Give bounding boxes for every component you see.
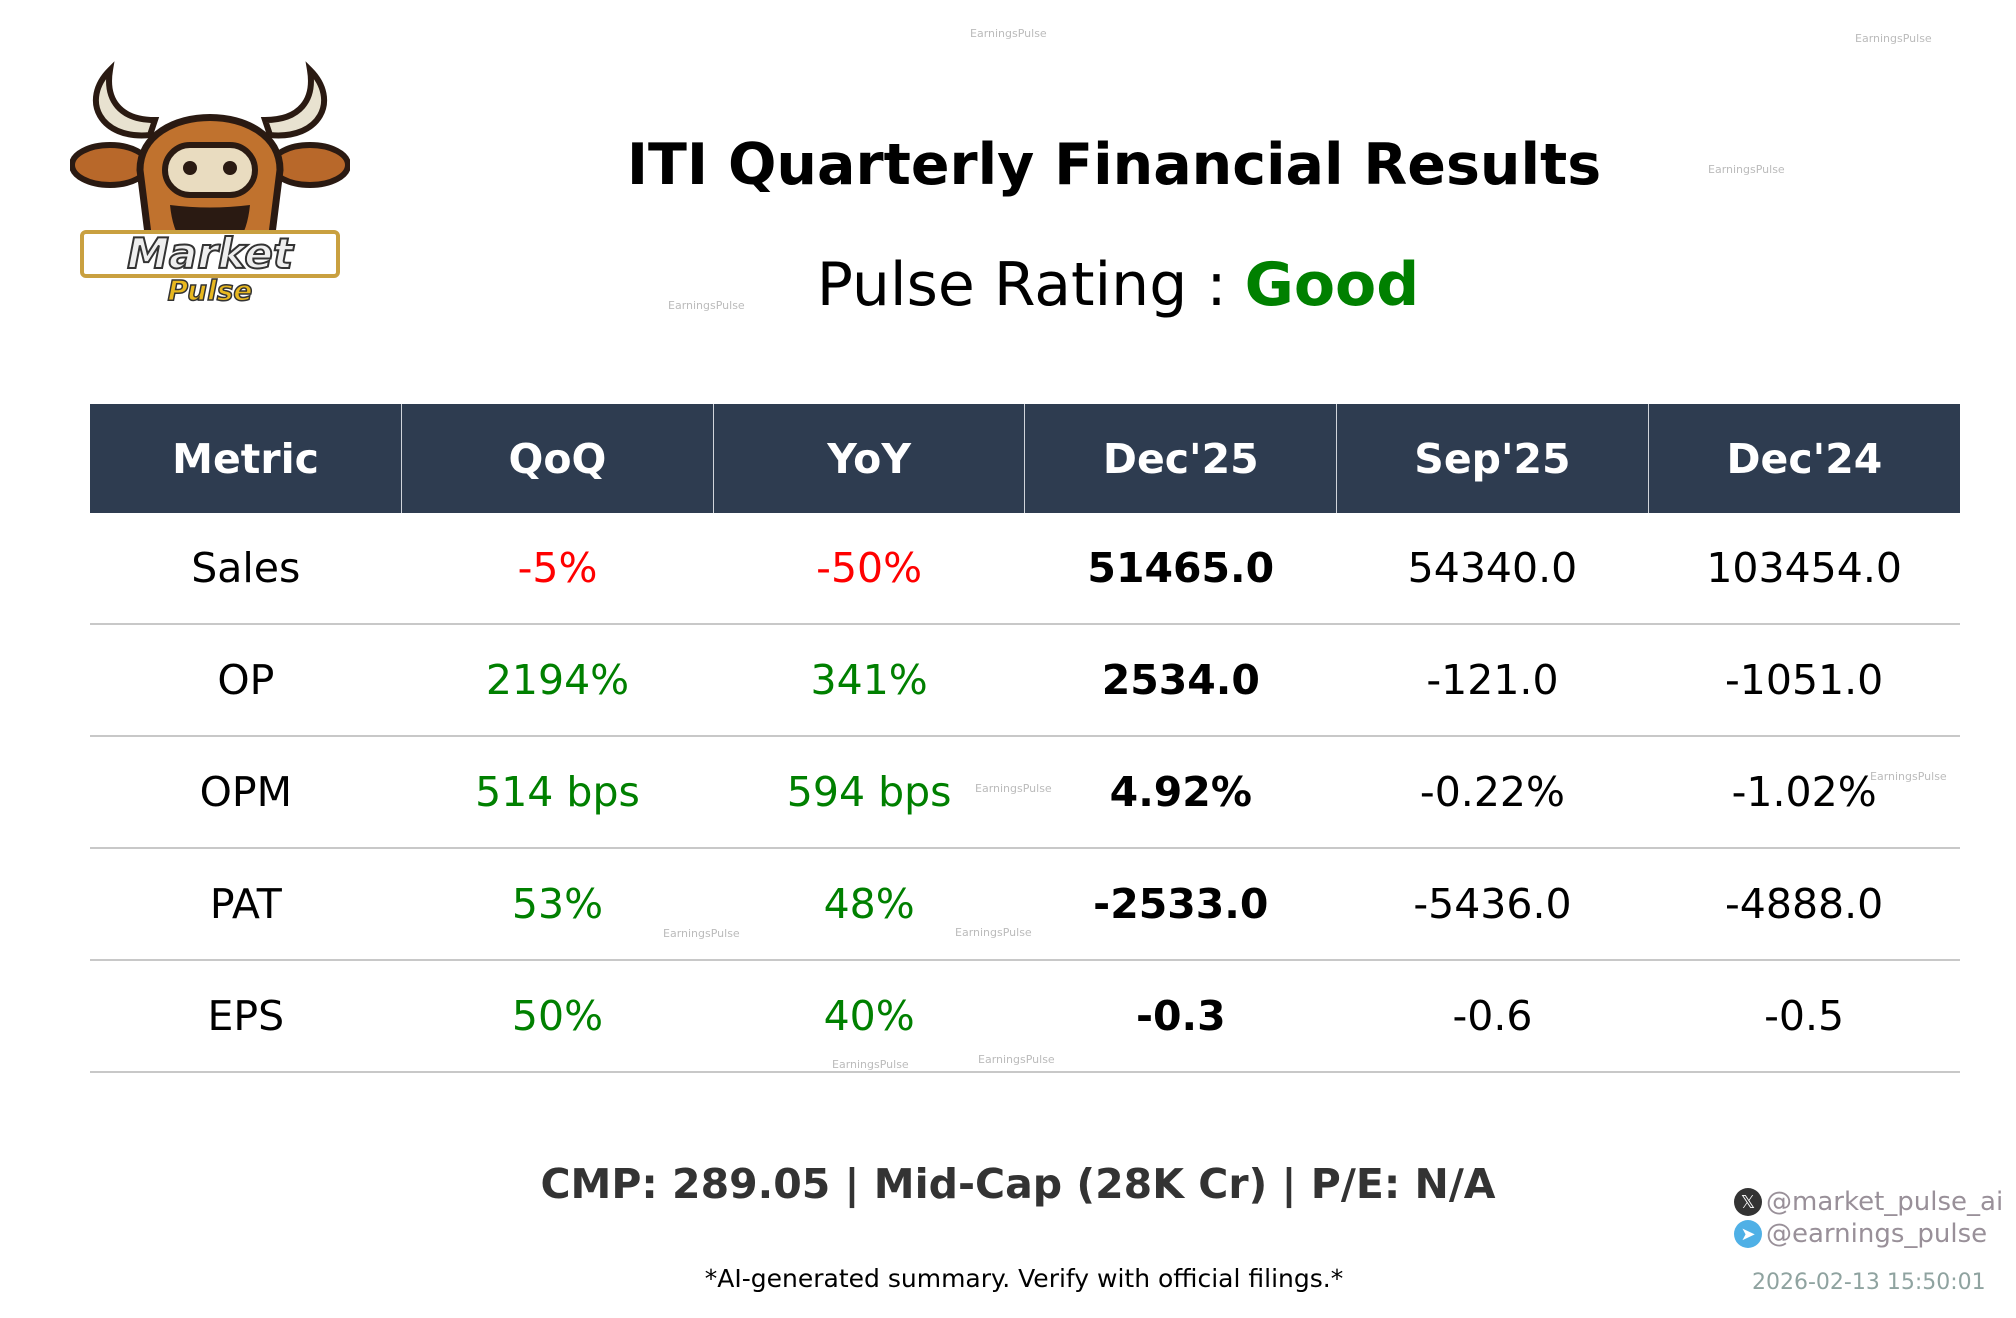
watermark: EarningsPulse — [978, 1053, 1055, 1066]
column-header: QoQ — [401, 404, 714, 513]
cmp-summary: CMP: 289.05 | Mid-Cap (28K Cr) | P/E: N/… — [540, 1160, 1496, 1208]
qoq-cell: 50% — [401, 960, 714, 1073]
svg-text:Market: Market — [127, 229, 295, 278]
previous-quarter-cell: -0.6 — [1336, 960, 1649, 1073]
watermark: EarningsPulse — [970, 27, 1047, 40]
qoq-cell: 514 bps — [401, 736, 714, 849]
pulse-rating-value: Good — [1244, 250, 1420, 320]
watermark: EarningsPulse — [1870, 770, 1947, 783]
telegram-handle[interactable]: ➤ @earnings_pulse — [1734, 1219, 1987, 1249]
svg-text:Pulse: Pulse — [168, 274, 253, 307]
telegram-handle-text: @earnings_pulse — [1766, 1219, 1988, 1249]
table-row: OPM 514 bps 594 bps 4.92% -0.22% -1.02% — [90, 736, 1960, 849]
metric-cell: OP — [90, 624, 402, 737]
previous-quarter-cell: -0.22% — [1336, 736, 1649, 849]
page-title: ITI Quarterly Financial Results — [626, 132, 1602, 198]
x-twitter-icon: 𝕏 — [1734, 1188, 1762, 1216]
watermark: EarningsPulse — [975, 782, 1052, 795]
year-ago-quarter-cell: -4888.0 — [1648, 848, 1960, 961]
yoy-cell: 48% — [713, 848, 1025, 961]
previous-quarter-cell: 54340.0 — [1336, 513, 1649, 625]
disclaimer: *AI-generated summary. Verify with offic… — [704, 1264, 1344, 1293]
watermark: EarningsPulse — [663, 927, 740, 940]
current-quarter-cell: -0.3 — [1024, 960, 1337, 1073]
table-row: OP 2194% 341% 2534.0 -121.0 -1051.0 — [90, 624, 1960, 737]
qoq-cell: 53% — [401, 848, 714, 961]
watermark: EarningsPulse — [1855, 32, 1932, 45]
current-quarter-cell: 51465.0 — [1024, 513, 1337, 625]
metric-cell: OPM — [90, 736, 402, 849]
timestamp: 2026-02-13 15:50:01 — [1752, 1270, 1986, 1295]
metric-cell: PAT — [90, 848, 402, 961]
previous-quarter-cell: -5436.0 — [1336, 848, 1649, 961]
table-row: PAT 53% 48% -2533.0 -5436.0 -4888.0 — [90, 848, 1960, 961]
year-ago-quarter-cell: -1051.0 — [1648, 624, 1960, 737]
table-header-row: Metric QoQ YoY Dec'25 Sep'25 Dec'24 — [90, 404, 1960, 513]
twitter-handle[interactable]: 𝕏 @market_pulse_ai — [1734, 1187, 2003, 1217]
year-ago-quarter-cell: -0.5 — [1648, 960, 1960, 1073]
column-header: Metric — [90, 404, 402, 513]
current-quarter-cell: -2533.0 — [1024, 848, 1337, 961]
qoq-cell: -5% — [401, 513, 714, 625]
qoq-cell: 2194% — [401, 624, 714, 737]
table-row: Sales -5% -50% 51465.0 54340.0 103454.0 — [90, 513, 1960, 625]
metric-cell: EPS — [90, 960, 402, 1073]
year-ago-quarter-cell: 103454.0 — [1648, 513, 1960, 625]
pulse-rating-label: Pulse Rating : — [816, 250, 1227, 320]
column-header: Dec'25 — [1024, 404, 1337, 513]
yoy-cell: 40% — [713, 960, 1025, 1073]
twitter-handle-text: @market_pulse_ai — [1766, 1187, 2004, 1217]
column-header: Dec'24 — [1647, 404, 1960, 513]
year-ago-quarter-cell: -1.02% — [1648, 736, 1960, 849]
yoy-cell: 594 bps — [713, 736, 1025, 849]
yoy-cell: -50% — [713, 513, 1025, 625]
watermark: EarningsPulse — [1708, 163, 1785, 176]
column-header: Sep'25 — [1336, 404, 1649, 513]
yoy-cell: 341% — [713, 624, 1025, 737]
current-quarter-cell: 2534.0 — [1024, 624, 1337, 737]
column-header: YoY — [712, 404, 1025, 513]
metric-cell: Sales — [90, 513, 402, 625]
pulse-rating: Pulse Rating : Good — [0, 250, 2016, 320]
watermark: EarningsPulse — [955, 926, 1032, 939]
market-pulse-logo: Market Pulse — [69, 60, 351, 310]
watermark: EarningsPulse — [668, 299, 745, 312]
table-row: EPS 50% 40% -0.3 -0.6 -0.5 — [90, 960, 1960, 1073]
current-quarter-cell: 4.92% — [1024, 736, 1337, 849]
results-table: Metric QoQ YoY Dec'25 Sep'25 Dec'24 Sale… — [90, 404, 1960, 1073]
watermark: EarningsPulse — [832, 1058, 909, 1071]
previous-quarter-cell: -121.0 — [1336, 624, 1649, 737]
telegram-icon: ➤ — [1734, 1220, 1762, 1248]
